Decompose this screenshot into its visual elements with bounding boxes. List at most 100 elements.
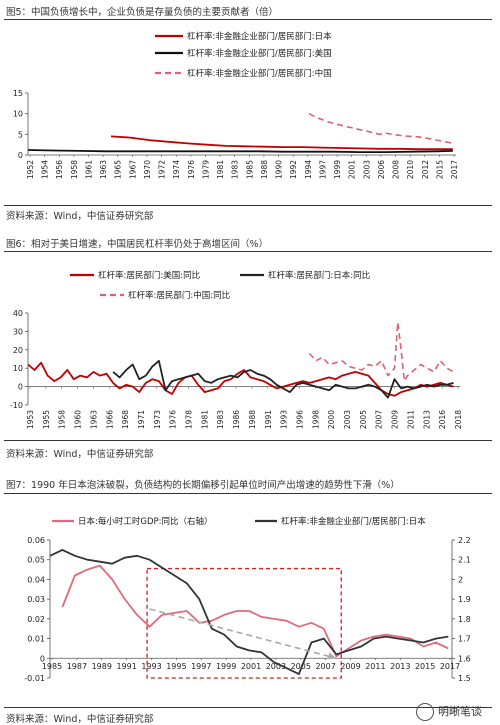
- x-tick-label: 1992: [289, 160, 298, 179]
- x-tick-label: 1979: [201, 160, 210, 179]
- figure-6-chart: -10 0 10 20 30 40 1953 1955 1958 1960 1963 1966 1968…: [10, 270, 463, 429]
- x-tick-label: 2013: [422, 410, 431, 429]
- x-tick-label: 1997: [318, 160, 327, 179]
- x-tick-label: 1985: [245, 160, 254, 179]
- x-tick-label: 1989: [92, 662, 112, 671]
- legend-label: 杠杆率:居民部门:中国:同比: [128, 290, 230, 301]
- figure-7-chart: -0.01 0 0.01 0.02 0.03 0.04 0.05 0.06 1.5 1.6 1.7 1…: [24, 516, 471, 683]
- series-0-line: [110, 135, 453, 151]
- figure-6-top-rule: [4, 251, 492, 252]
- legend-label: 杠杆率:居民部门:美国:同比: [98, 270, 200, 281]
- x-tick-label: 1998: [311, 410, 320, 429]
- x-tick-label: 1963: [99, 160, 108, 179]
- y-tick-label: 10: [13, 110, 23, 119]
- x-tick-label: 1958: [70, 160, 79, 179]
- x-tick-label: 1966: [105, 410, 114, 429]
- y-tick-label: 0.06: [27, 536, 45, 545]
- y-tick-label: 40: [13, 309, 23, 318]
- x-tick-label: 2011: [406, 410, 415, 429]
- x-tick-label: 1958: [58, 410, 67, 429]
- legend-label: 杠杆率:非金融企业部门/居民部门:美国: [187, 48, 332, 59]
- x-tick-label: 1976: [169, 410, 178, 429]
- x-tick-label: 1988: [248, 410, 257, 429]
- x-tick-label: 2001: [241, 662, 261, 671]
- x-tick-label: 2009: [391, 410, 400, 429]
- figure-6-bottom-rule: [4, 440, 492, 441]
- y-tick-label: 10: [13, 364, 23, 373]
- figure-7-bottom-rule: [4, 707, 492, 708]
- x-tick-label: 1974: [172, 160, 181, 179]
- x-tick-label: 1983: [216, 410, 225, 429]
- x-tick-label: 1963: [89, 410, 98, 429]
- x-tick-label: 2003: [343, 410, 352, 429]
- y-tick-label: 15: [13, 89, 23, 98]
- figure-7-title: 图7：1990 年日本泡沫破裂，负债结构的长期偏移引起单位时间产出增速的趋势性下…: [6, 480, 400, 491]
- x-tick-label: 1973: [153, 410, 162, 429]
- figure-7-top-rule: [4, 493, 492, 494]
- figure-6-source: 资料来源：Wind，中信证券研究部: [6, 449, 154, 460]
- x-tick-label: 2008: [392, 160, 401, 179]
- y-tick-label: 5: [18, 130, 23, 139]
- figure-6-title: 图6：相对于美日增速，中国居民杠杆率仍处于高增区间（%）: [6, 239, 269, 250]
- x-tick-label: 2012: [421, 160, 430, 179]
- figure-5-title: 图5：中国负债增长中，企业负债是存量负债的主要贡献者（倍）: [6, 7, 279, 18]
- x-tick-label: 2005: [359, 410, 368, 429]
- x-tick-label: 2013: [390, 662, 410, 671]
- legend-label: 杠杆率:非金融企业部门/居民部门:日本: [187, 31, 332, 42]
- x-tick-label: 2017: [440, 662, 460, 671]
- x-tick-label: 2006: [377, 160, 386, 179]
- y2-tick-label: 2.2: [458, 536, 471, 545]
- watermark-text: 明晰笔谈: [438, 705, 482, 718]
- series-1-line: [27, 149, 453, 154]
- x-tick-label: 1978: [185, 410, 194, 429]
- x-tick-label: 1956: [55, 160, 64, 179]
- highlight-box: [146, 567, 342, 679]
- y-tick-label: -10: [10, 401, 23, 410]
- x-tick-label: 1990: [275, 160, 284, 179]
- x-tick-label: 1991: [116, 662, 136, 671]
- x-tick-label: 2018: [454, 410, 463, 429]
- x-tick-label: 2001: [348, 160, 357, 179]
- series-1-line: [112, 359, 454, 399]
- x-tick-label: 1995: [166, 662, 186, 671]
- x-tick-label: 1994: [304, 160, 313, 179]
- x-tick-label: 1953: [26, 410, 35, 429]
- x-tick-label: 2009: [340, 662, 360, 671]
- x-tick-label: 1965: [114, 160, 123, 179]
- x-tick-label: 2007: [315, 662, 335, 671]
- wechat-icon: [416, 703, 434, 721]
- series-2-line: [308, 321, 454, 382]
- x-tick-label: 1970: [143, 160, 152, 179]
- x-tick-label: 1955: [42, 410, 51, 429]
- figure-5-chart: 0 5 10 15 1952 1954 1956 1958 1961 1963 1965 1967 19…: [13, 31, 459, 179]
- x-tick-label: 2000: [327, 410, 336, 429]
- x-tick-label: 2017: [450, 160, 459, 179]
- y2-tick-label: 1.6: [458, 654, 471, 663]
- figure-5-bottom-rule: [4, 205, 492, 206]
- y-tick-label: 0.05: [27, 556, 45, 565]
- y2-tick-label: 1.8: [458, 615, 471, 624]
- x-tick-label: 1986: [232, 410, 241, 429]
- figure-7-source: 资料来源：Wind，中信证券研究部: [6, 714, 154, 725]
- x-tick-label: 1976: [187, 160, 196, 179]
- x-tick-label: 1987: [67, 662, 87, 671]
- y2-tick-label: 1.5: [458, 674, 471, 683]
- x-tick-label: 2010: [406, 160, 415, 179]
- x-tick-label: 1993: [280, 410, 289, 429]
- y2-tick-label: 1.7: [458, 635, 471, 644]
- trend-arrow-head: [328, 652, 337, 660]
- y2-tick-label: 2.1: [458, 556, 471, 565]
- legend-label: 杠杆率:非金融企业部门/居民部门:中国: [187, 68, 332, 79]
- x-tick-label: 1968: [121, 410, 130, 429]
- x-tick-label: 2011: [365, 662, 385, 671]
- y2-tick-label: 2: [458, 575, 463, 584]
- x-tick-label: 2003: [266, 662, 286, 671]
- x-tick-label: 1996: [295, 410, 304, 429]
- y-tick-label: 0: [18, 383, 23, 392]
- x-tick-label: 1988: [260, 160, 269, 179]
- x-tick-label: 2007: [375, 410, 384, 429]
- y2-tick-label: 1.9: [458, 595, 471, 604]
- x-tick-label: 1999: [333, 160, 342, 179]
- x-tick-label: 1967: [128, 160, 137, 179]
- y-tick-label: 20: [13, 346, 23, 355]
